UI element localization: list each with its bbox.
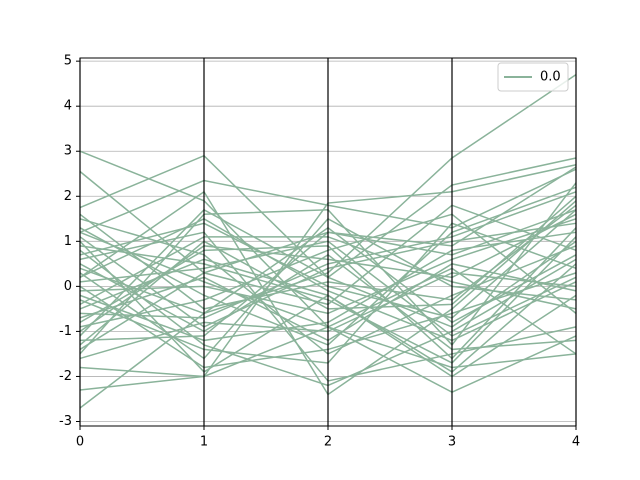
y-tick-label: -1	[59, 324, 72, 339]
legend-label: 0.0	[540, 70, 561, 85]
y-tick-label: 1	[64, 234, 72, 249]
y-tick-label: -3	[59, 414, 72, 429]
y-tick-label: 4	[64, 99, 72, 114]
x-tick-label: 1	[200, 435, 208, 450]
x-tick-label: 4	[572, 435, 580, 450]
x-tick-label: 0	[76, 435, 84, 450]
plot-frame	[79, 57, 577, 427]
y-tick-label: -2	[59, 369, 72, 384]
y-tick-label: 2	[64, 189, 72, 204]
x-tick-label: 2	[324, 435, 332, 450]
y-tick-label: 3	[64, 144, 72, 159]
x-tick-label: 3	[448, 435, 456, 450]
y-tick-label: 0	[64, 279, 72, 294]
y-tick-label: 5	[64, 54, 72, 69]
legend-box	[497, 62, 569, 92]
